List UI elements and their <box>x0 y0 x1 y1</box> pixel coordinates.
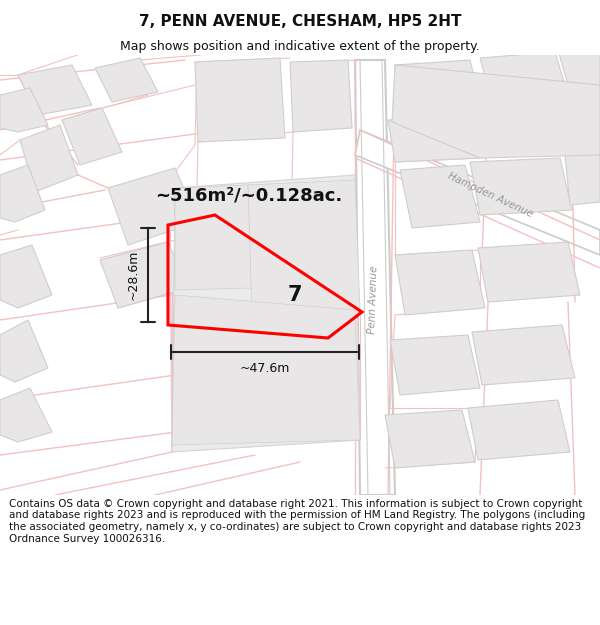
Polygon shape <box>472 325 575 385</box>
Polygon shape <box>395 250 485 315</box>
Polygon shape <box>400 165 480 228</box>
Polygon shape <box>0 165 45 222</box>
Text: ~47.6m: ~47.6m <box>240 362 290 375</box>
Text: 7, PENN AVENUE, CHESHAM, HP5 2HT: 7, PENN AVENUE, CHESHAM, HP5 2HT <box>139 14 461 29</box>
Polygon shape <box>478 242 580 302</box>
Text: ~516m²/~0.128ac.: ~516m²/~0.128ac. <box>155 186 342 204</box>
Polygon shape <box>248 180 360 315</box>
Polygon shape <box>175 185 252 290</box>
Polygon shape <box>558 45 600 92</box>
Polygon shape <box>468 400 570 460</box>
Polygon shape <box>18 65 92 115</box>
Polygon shape <box>172 295 360 445</box>
Polygon shape <box>95 58 158 102</box>
Polygon shape <box>385 410 475 468</box>
Polygon shape <box>290 60 352 132</box>
Text: 7: 7 <box>288 285 302 305</box>
Polygon shape <box>392 65 600 158</box>
Polygon shape <box>355 130 600 255</box>
Polygon shape <box>20 125 78 192</box>
Polygon shape <box>108 168 198 245</box>
Polygon shape <box>355 60 395 495</box>
Text: Hampden Avenue: Hampden Avenue <box>446 171 534 219</box>
Polygon shape <box>0 88 48 132</box>
Polygon shape <box>565 152 600 205</box>
Text: Map shows position and indicative extent of the property.: Map shows position and indicative extent… <box>120 39 480 52</box>
Text: Contains OS data © Crown copyright and database right 2021. This information is : Contains OS data © Crown copyright and d… <box>9 499 585 544</box>
Polygon shape <box>470 158 572 215</box>
Text: ~28.6m: ~28.6m <box>127 250 140 300</box>
Polygon shape <box>0 388 52 442</box>
Polygon shape <box>195 58 285 142</box>
Polygon shape <box>388 118 480 162</box>
Polygon shape <box>0 320 48 382</box>
Polygon shape <box>0 245 52 308</box>
Polygon shape <box>100 242 188 308</box>
Polygon shape <box>390 335 480 395</box>
Polygon shape <box>172 175 360 452</box>
Polygon shape <box>480 52 568 102</box>
Polygon shape <box>395 60 482 115</box>
Polygon shape <box>62 108 122 165</box>
Text: Penn Avenue: Penn Avenue <box>367 266 379 334</box>
